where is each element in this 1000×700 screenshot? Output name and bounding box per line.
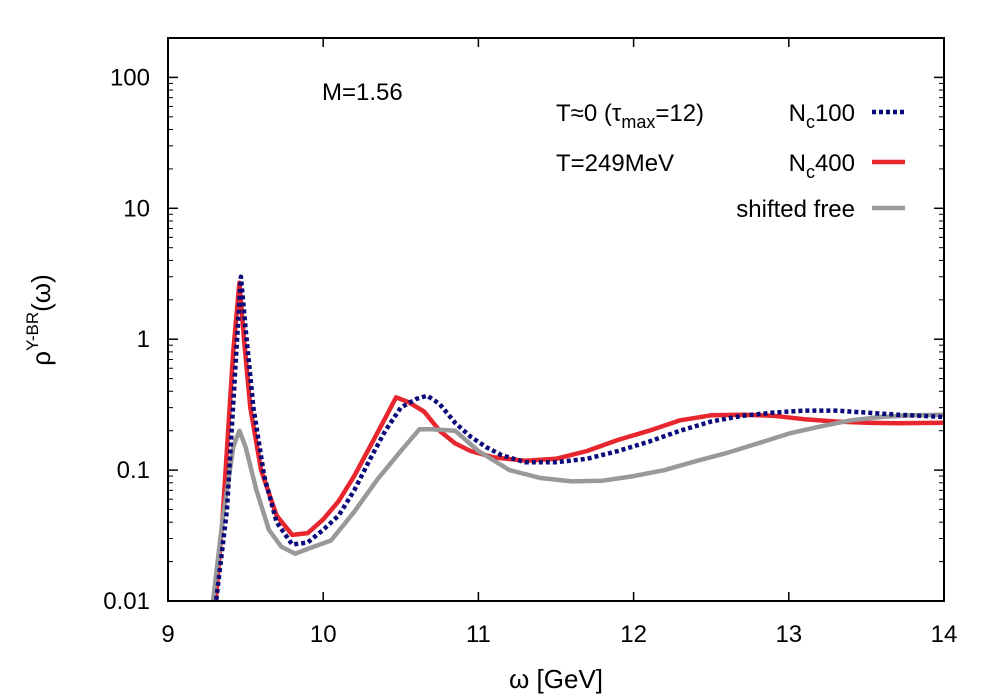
x-axis-label-main: ω [509, 664, 529, 694]
tick-layer: 9 10 11 12 13 14 0.01 0.1 1 10 100 [103, 38, 957, 648]
series-line-2 [213, 280, 944, 601]
series-line-1 [213, 274, 944, 601]
legend: Nc100 Nc400 shifted free T≈0 (τmax=12) T=249… [556, 100, 905, 223]
x-tick-label: 12 [620, 621, 647, 648]
y-tick-label: 0.1 [117, 457, 150, 484]
legend-left-label-2: T=249MeV [556, 150, 674, 177]
x-tick-label: 11 [466, 621, 491, 648]
series-line-3 [210, 412, 944, 601]
x-axis-label: ω [GeV] [509, 664, 603, 694]
y-axis-label-sup: Υ-BR [23, 312, 42, 351]
series-layer [210, 274, 944, 601]
legend-entry-label: Nc400 [789, 150, 855, 182]
y-tick-label: 10 [123, 195, 150, 222]
legend-entry-label: shifted free [736, 196, 855, 223]
y-axis-label-main: ρ [26, 351, 56, 366]
annotation: M=1.56 [322, 79, 403, 106]
y-tick-label: 100 [110, 64, 150, 91]
plot-frame [167, 37, 945, 602]
x-axis-label-unit: [GeV] [537, 664, 603, 694]
x-tick-label: 13 [775, 621, 802, 648]
y-axis-label-arg: (ω) [26, 274, 56, 312]
x-tick-label: 9 [161, 621, 174, 648]
y-tick-label: 1 [137, 326, 150, 353]
legend-entry-label: Nc100 [789, 100, 855, 132]
legend-left-label-1: T≈0 (τmax=12) [556, 100, 704, 132]
x-tick-label: 10 [310, 621, 337, 648]
x-tick-label: 14 [931, 621, 958, 648]
y-axis-label: ρΥ-BR(ω) [23, 274, 56, 366]
y-tick-label: 0.01 [103, 588, 150, 615]
